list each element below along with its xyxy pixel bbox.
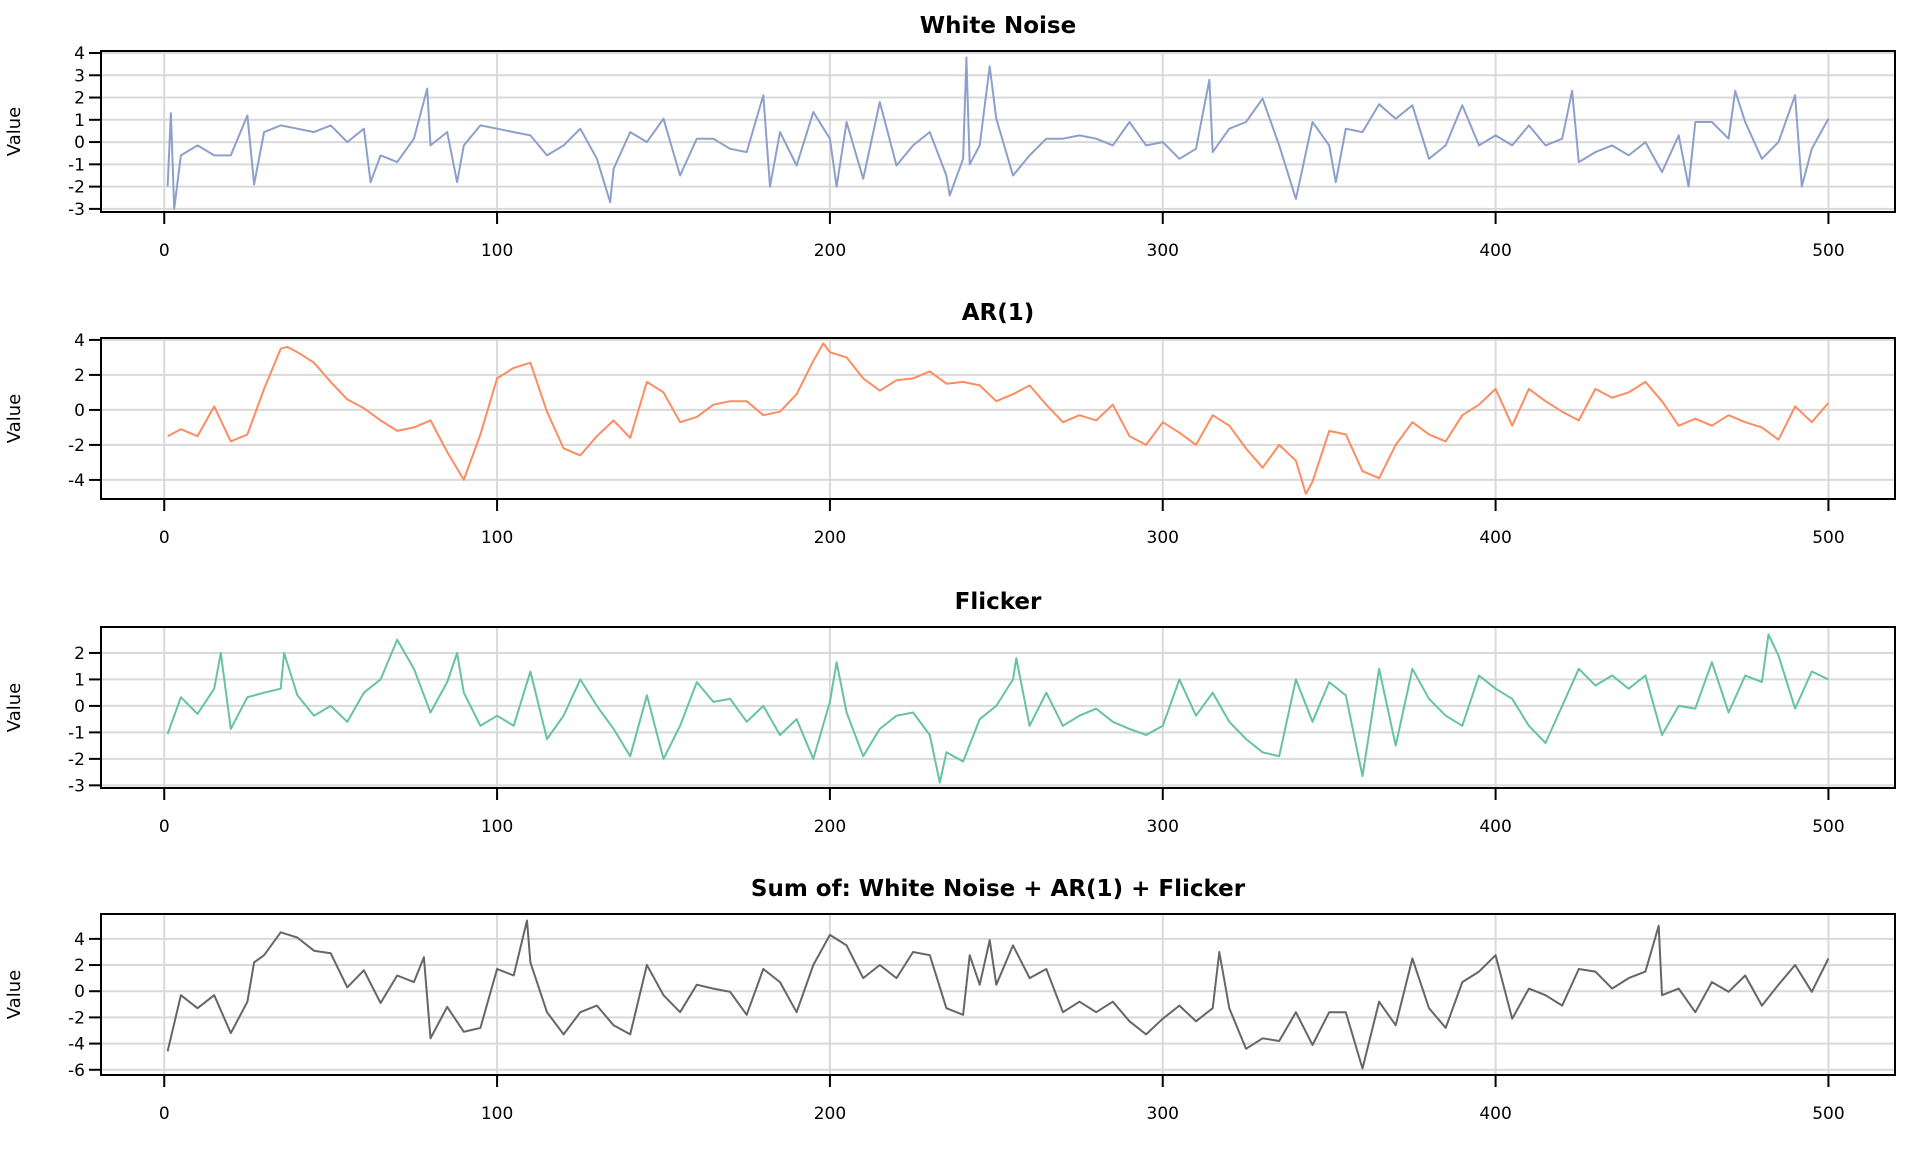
- y-tick-label: 0: [74, 401, 85, 421]
- series-line: [166, 56, 1830, 210]
- x-tick-label: 100: [481, 528, 513, 548]
- x-tick-label: 200: [814, 1104, 846, 1124]
- x-tick-label: 500: [1812, 1104, 1844, 1124]
- x-tick-label: 400: [1479, 1104, 1511, 1124]
- x-tick-label: 0: [159, 241, 170, 261]
- series-line: [167, 342, 1830, 495]
- y-tick-label: -2: [68, 750, 85, 770]
- y-tick-label: -1: [68, 723, 85, 743]
- y-axis-label: Value: [4, 107, 25, 156]
- plot-frame: [100, 913, 1896, 1076]
- x-tick-label: 500: [1812, 817, 1844, 837]
- y-tick-label: -6: [68, 1061, 85, 1081]
- y-tick-label: -2: [68, 436, 85, 456]
- y-axis-label: Value: [4, 683, 25, 732]
- y-tick-label: 4: [74, 44, 85, 64]
- panel-title: Sum of: White Noise + AR(1) + Flicker: [751, 876, 1246, 902]
- y-tick-label: 0: [74, 982, 85, 1002]
- panel-title: AR(1): [962, 300, 1035, 326]
- series-line: [166, 633, 1829, 784]
- y-tick-label: 4: [74, 930, 85, 950]
- y-tick-label: -2: [68, 1008, 85, 1028]
- y-tick-label: 1: [74, 670, 85, 690]
- y-tick-label: 0: [74, 697, 85, 717]
- y-axis-label: Value: [4, 394, 25, 443]
- y-tick-label: -4: [68, 471, 85, 491]
- series-line: [166, 919, 1830, 1070]
- x-tick-label: 400: [1479, 817, 1511, 837]
- x-tick-label: 500: [1812, 528, 1844, 548]
- x-tick-label: 400: [1479, 528, 1511, 548]
- y-tick-label: 2: [74, 366, 85, 386]
- y-tick-label: -2: [68, 178, 85, 198]
- y-tick-label: -1: [68, 155, 85, 175]
- x-tick-label: 300: [1147, 817, 1179, 837]
- plot-frame: [100, 337, 1896, 500]
- x-tick-label: 100: [481, 1104, 513, 1124]
- y-tick-label: 2: [74, 89, 85, 109]
- x-tick-label: 200: [814, 528, 846, 548]
- x-tick-label: 300: [1147, 241, 1179, 261]
- x-tick-label: 200: [814, 241, 846, 261]
- x-tick-label: 300: [1147, 528, 1179, 548]
- y-tick-label: 1: [74, 111, 85, 131]
- plot-frame: [100, 50, 1896, 213]
- x-tick-label: 0: [159, 1104, 170, 1124]
- x-tick-label: 400: [1479, 241, 1511, 261]
- x-tick-label: 100: [481, 817, 513, 837]
- x-tick-label: 0: [159, 528, 170, 548]
- y-tick-label: 3: [74, 66, 85, 86]
- x-tick-label: 100: [481, 241, 513, 261]
- y-tick-label: -3: [68, 776, 85, 796]
- x-tick-label: 0: [159, 817, 170, 837]
- x-tick-label: 200: [814, 817, 846, 837]
- y-tick-label: 2: [74, 644, 85, 664]
- y-tick-label: 2: [74, 956, 85, 976]
- y-tick-label: -3: [68, 200, 85, 220]
- y-tick-label: 0: [74, 133, 85, 153]
- y-axis-label: Value: [4, 970, 25, 1019]
- x-tick-label: 300: [1147, 1104, 1179, 1124]
- panel-3: -3 -2 -1 0 1 2 0 100 200 300 400 500 Flicker Value: [4, 589, 1896, 837]
- panel-title: White Noise: [920, 13, 1076, 39]
- y-tick-label: 4: [74, 331, 85, 351]
- plot-frame: [100, 626, 1896, 789]
- panel-title: Flicker: [955, 589, 1042, 615]
- x-tick-label: 500: [1812, 241, 1844, 261]
- panel-4: -6 -4 -2 0 2 4 0 100 200 300 400 500 Sum of: White N…: [4, 876, 1896, 1124]
- y-tick-label: -4: [68, 1035, 85, 1055]
- panel-2: -4 -2 0 2 4 0 100 200 300 400 500 AR(1) Value: [4, 300, 1896, 548]
